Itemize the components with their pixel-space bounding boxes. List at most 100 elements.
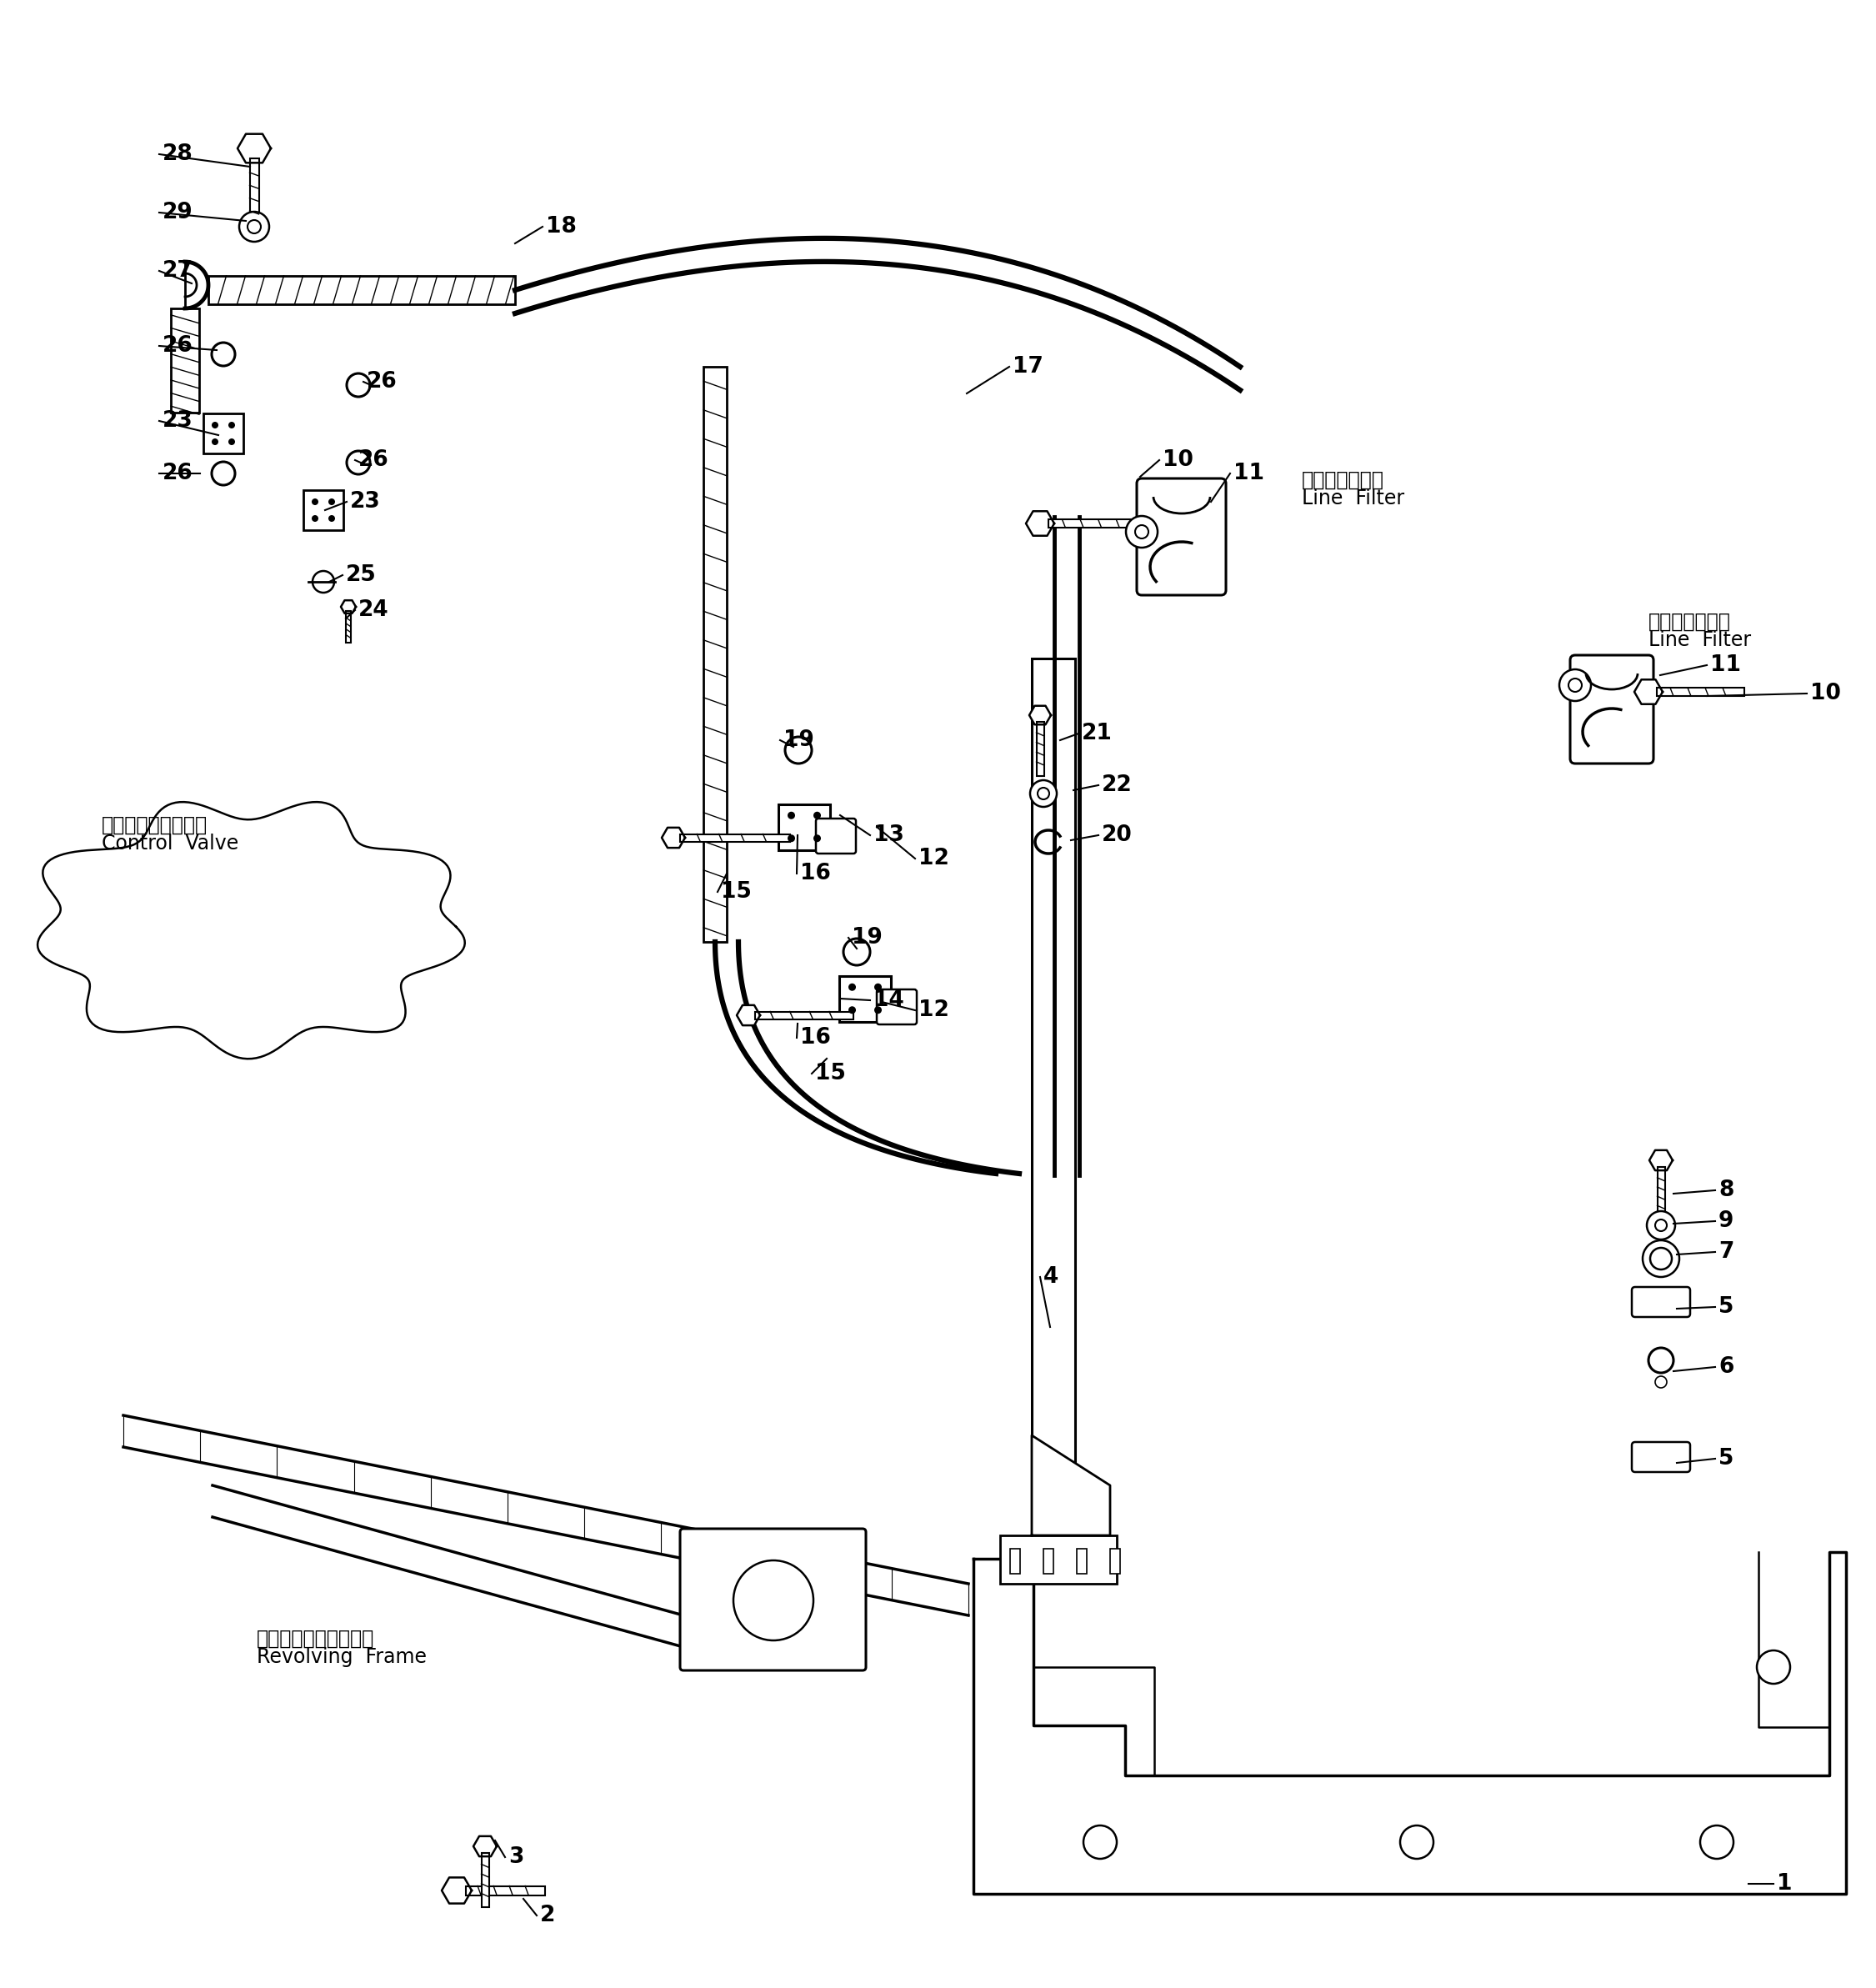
Polygon shape: [441, 1877, 471, 1903]
Polygon shape: [238, 133, 270, 163]
Circle shape: [874, 1006, 882, 1014]
Text: 2: 2: [540, 1905, 555, 1926]
Text: 3: 3: [508, 1847, 523, 1869]
Circle shape: [848, 984, 855, 990]
Text: 28: 28: [163, 143, 193, 165]
Circle shape: [1399, 1825, 1433, 1859]
Text: 21: 21: [1082, 724, 1112, 744]
FancyBboxPatch shape: [876, 990, 917, 1024]
Circle shape: [788, 835, 795, 843]
Circle shape: [229, 439, 235, 445]
Bar: [1657, 688, 1745, 696]
Text: 12: 12: [919, 1000, 949, 1022]
Circle shape: [238, 211, 268, 243]
Bar: [779, 803, 829, 849]
Text: 10: 10: [1810, 682, 1840, 704]
Text: 26: 26: [358, 449, 388, 471]
Polygon shape: [473, 1837, 497, 1857]
Text: 8: 8: [1718, 1179, 1733, 1201]
Circle shape: [328, 515, 336, 521]
Text: 22: 22: [1101, 775, 1133, 795]
Text: 19: 19: [852, 926, 882, 948]
Circle shape: [1700, 1825, 1733, 1859]
Polygon shape: [38, 801, 465, 1060]
Text: 26: 26: [163, 463, 193, 485]
Text: 26: 26: [163, 336, 193, 356]
Bar: [345, 612, 351, 642]
Text: 6: 6: [1718, 1356, 1733, 1378]
Text: 9: 9: [1718, 1211, 1733, 1233]
Circle shape: [311, 515, 319, 521]
Circle shape: [1568, 678, 1581, 692]
Text: 12: 12: [919, 847, 949, 869]
Bar: [1009, 1549, 1021, 1574]
Text: 23: 23: [163, 410, 193, 431]
Polygon shape: [737, 1006, 760, 1026]
Text: Control  Valve: Control Valve: [101, 833, 238, 853]
Text: 16: 16: [799, 1028, 831, 1048]
Bar: [1049, 519, 1139, 527]
Bar: [756, 1012, 854, 1020]
Text: 15: 15: [720, 881, 752, 903]
Polygon shape: [974, 1553, 1846, 1895]
Polygon shape: [1030, 706, 1051, 724]
Text: 14: 14: [874, 990, 904, 1012]
Text: 11: 11: [1711, 654, 1741, 676]
Text: Line  Filter: Line Filter: [1302, 489, 1405, 509]
Bar: [482, 1853, 490, 1906]
Bar: [304, 491, 343, 531]
Bar: [1000, 1535, 1116, 1584]
Text: 15: 15: [814, 1064, 846, 1083]
Polygon shape: [1032, 1435, 1111, 1535]
Bar: [250, 159, 259, 229]
Text: コントロールバルブ: コントロールバルブ: [101, 815, 208, 835]
FancyBboxPatch shape: [1632, 1286, 1690, 1316]
FancyBboxPatch shape: [1137, 479, 1225, 594]
Text: ラインフィルタ: ラインフィルタ: [1649, 612, 1732, 632]
Bar: [839, 976, 891, 1022]
Bar: [1111, 1549, 1120, 1574]
Circle shape: [328, 499, 336, 505]
Text: 24: 24: [358, 598, 388, 620]
Bar: [465, 1887, 544, 1895]
Bar: [1077, 1549, 1086, 1574]
Circle shape: [212, 439, 218, 445]
Circle shape: [874, 984, 882, 990]
Text: 18: 18: [546, 217, 576, 237]
Text: 20: 20: [1101, 825, 1133, 847]
Polygon shape: [1649, 1151, 1673, 1171]
Text: 13: 13: [874, 825, 904, 847]
Circle shape: [1756, 1650, 1790, 1684]
Text: 10: 10: [1163, 449, 1193, 471]
Bar: [203, 414, 244, 453]
Text: 5: 5: [1718, 1447, 1733, 1469]
Circle shape: [313, 571, 334, 592]
FancyBboxPatch shape: [1632, 1441, 1690, 1471]
Polygon shape: [171, 308, 199, 414]
Text: 23: 23: [351, 491, 381, 513]
Circle shape: [734, 1561, 814, 1640]
Wedge shape: [1643, 1241, 1679, 1276]
Polygon shape: [704, 366, 726, 942]
Circle shape: [814, 835, 822, 843]
Text: 7: 7: [1718, 1241, 1733, 1262]
Polygon shape: [1026, 511, 1054, 535]
Bar: [1657, 1167, 1664, 1219]
Text: 16: 16: [799, 863, 831, 885]
Bar: [1036, 722, 1043, 775]
Circle shape: [1559, 670, 1591, 702]
Text: 27: 27: [163, 260, 193, 282]
Text: 29: 29: [163, 201, 193, 223]
Bar: [1043, 1549, 1054, 1574]
Text: 1: 1: [1777, 1873, 1792, 1895]
FancyBboxPatch shape: [1570, 656, 1653, 763]
Circle shape: [1084, 1825, 1116, 1859]
Polygon shape: [208, 276, 516, 304]
Bar: [1032, 658, 1075, 1561]
Circle shape: [1135, 525, 1148, 539]
Text: Line  Filter: Line Filter: [1649, 630, 1750, 650]
Text: 5: 5: [1718, 1296, 1733, 1318]
FancyBboxPatch shape: [816, 819, 855, 853]
Circle shape: [248, 221, 261, 233]
Circle shape: [788, 811, 795, 819]
